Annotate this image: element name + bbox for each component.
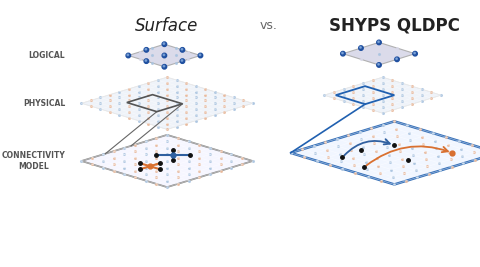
Polygon shape [324,77,441,113]
Circle shape [181,49,183,50]
Circle shape [396,58,397,60]
Circle shape [360,47,361,48]
Circle shape [163,54,165,56]
Circle shape [199,54,201,56]
Circle shape [181,60,183,61]
Polygon shape [128,44,201,67]
Text: SHYPS QLDPC: SHYPS QLDPC [329,17,460,35]
Text: LOGICAL: LOGICAL [29,51,65,60]
Circle shape [378,64,379,65]
Circle shape [341,52,345,56]
Circle shape [414,52,415,54]
Circle shape [126,53,131,58]
Circle shape [180,48,185,52]
Circle shape [145,60,146,61]
Polygon shape [82,77,253,129]
Polygon shape [82,135,253,187]
Polygon shape [290,121,480,184]
Text: Surface: Surface [135,17,199,35]
Polygon shape [343,42,415,65]
Circle shape [413,52,417,56]
Text: CONNECTIVITY
MODEL: CONNECTIVITY MODEL [1,151,65,171]
Circle shape [359,46,363,50]
Text: PHYSICAL: PHYSICAL [23,99,65,108]
Circle shape [395,57,399,62]
Circle shape [378,41,379,42]
Circle shape [198,53,203,58]
Circle shape [377,40,381,45]
Circle shape [145,49,146,50]
Circle shape [162,53,167,58]
Circle shape [163,65,165,67]
Circle shape [377,63,381,67]
Circle shape [342,52,343,54]
Circle shape [127,54,129,56]
Circle shape [163,43,165,44]
Circle shape [144,59,149,63]
Circle shape [144,48,149,52]
Circle shape [180,59,185,63]
Circle shape [162,42,167,46]
Circle shape [162,65,167,69]
Text: vs.: vs. [259,19,277,32]
